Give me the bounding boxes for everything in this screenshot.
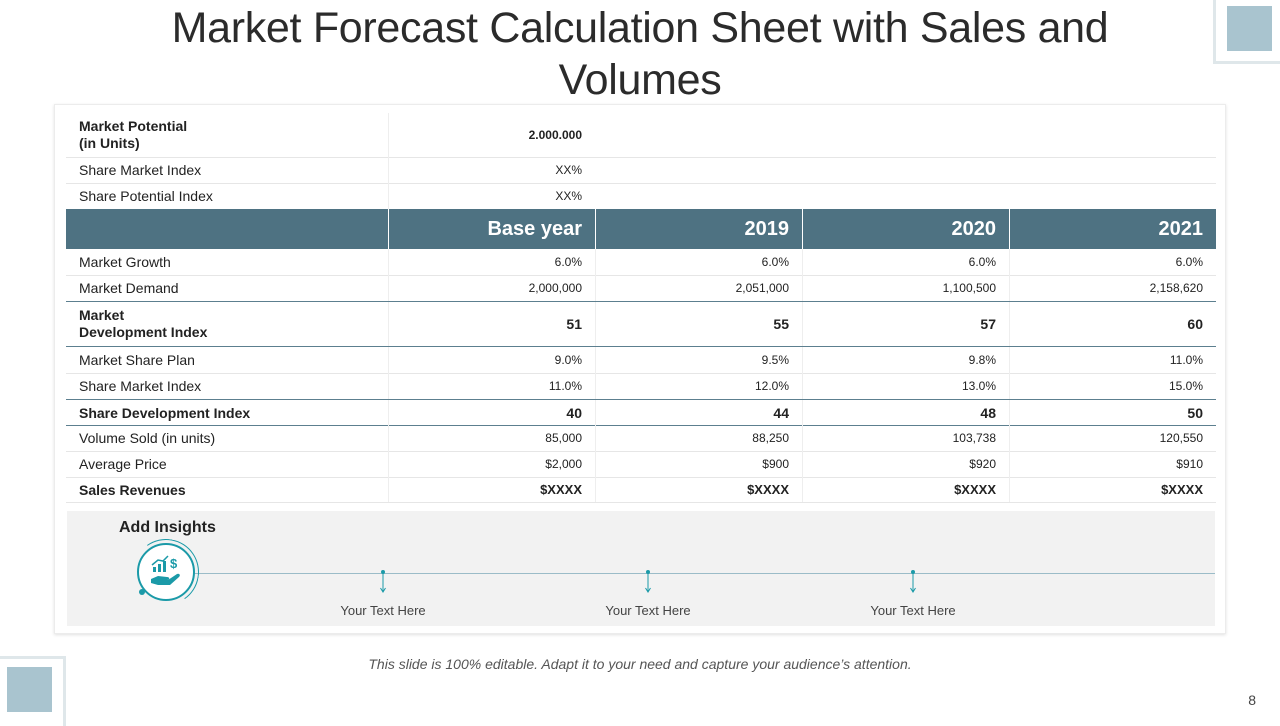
table-row: Sales Revenues $XXXX $XXXX $XXXX $XXXX [66, 477, 1216, 503]
table-cell[interactable]: 103,738 [802, 425, 1009, 451]
header-2020[interactable]: 2020 [802, 209, 1009, 249]
insight-text-1[interactable]: Your Text Here [340, 603, 426, 618]
table-row: Market Demand 2,000,000 2,051,000 1,100,… [66, 275, 1216, 302]
table-cell[interactable]: $XXXX [388, 477, 595, 502]
table-cell[interactable]: 40 [388, 400, 595, 425]
timeline-line [187, 573, 1215, 574]
corner-square-bottom-left [7, 667, 52, 712]
insight-text-3[interactable]: Your Text Here [870, 603, 956, 618]
table-cell[interactable]: 51 [388, 302, 595, 346]
table-cell[interactable]: 2,051,000 [595, 275, 802, 301]
table-cell[interactable]: 50 [1009, 400, 1216, 425]
table-cell[interactable]: 57 [802, 302, 1009, 346]
row-label[interactable]: Share Market Index [79, 378, 202, 394]
table-cell[interactable]: 2,158,620 [1009, 275, 1216, 301]
table-cell[interactable]: 85,000 [388, 425, 595, 451]
row-label[interactable]: Market Share Plan [79, 352, 195, 368]
table-row: Volume Sold (in units) 85,000 88,250 103… [66, 425, 1216, 452]
table-cell[interactable]: 1,100,500 [802, 275, 1009, 301]
table-cell[interactable]: 9.0% [388, 347, 595, 373]
table-row: Share Market Index 11.0% 12.0% 13.0% 15.… [66, 373, 1216, 400]
table-cell[interactable]: 9.8% [802, 347, 1009, 373]
table-cell[interactable]: 44 [595, 400, 802, 425]
table-cell[interactable]: 88,250 [595, 425, 802, 451]
table-row: Average Price $2,000 $900 $920 $910 [66, 451, 1216, 478]
table-cell[interactable]: $2,000 [388, 451, 595, 477]
table-cell[interactable]: 12.0% [595, 373, 802, 399]
table-row: Market Share Plan 9.0% 9.5% 9.8% 11.0% [66, 347, 1216, 374]
row-label[interactable]: Market Development Index [79, 307, 208, 340]
hand-money-growth-icon: $ [137, 543, 195, 601]
table-cell[interactable]: 6.0% [802, 249, 1009, 275]
table-cell[interactable]: 48 [802, 400, 1009, 425]
header-2019[interactable]: 2019 [595, 209, 802, 249]
table-cell[interactable]: 15.0% [1009, 373, 1216, 399]
corner-decoration-bottom-left [0, 656, 66, 726]
table-cell[interactable]: $920 [802, 451, 1009, 477]
table-cell[interactable]: 60 [1009, 302, 1216, 346]
insights-title[interactable]: Add Insights [119, 519, 216, 536]
row-label[interactable]: Share Development Index [79, 404, 251, 421]
header-2021[interactable]: 2021 [1009, 209, 1216, 249]
row-label[interactable]: Market Demand [79, 280, 179, 296]
hand-money-growth-icon-svg: $ [151, 555, 180, 585]
table-row: Share Development Index 40 44 48 50 [66, 400, 1216, 426]
row-label[interactable]: Sales Revenues [79, 481, 186, 498]
svg-text:$: $ [170, 556, 178, 571]
table-cell[interactable]: $XXXX [1009, 477, 1216, 502]
table-cell[interactable]: 11.0% [1009, 347, 1216, 373]
row-label[interactable]: Share Potential Index [79, 188, 213, 204]
share-market-index-top-row: Share Market Index XX% [66, 157, 1216, 184]
icon-arc-dot [139, 589, 145, 595]
table-cell[interactable]: $900 [595, 451, 802, 477]
header-base-year[interactable]: Base year [388, 209, 595, 249]
table-cell[interactable]: 6.0% [388, 249, 595, 275]
row-label[interactable]: Volume Sold (in units) [79, 430, 216, 446]
corner-decoration-top-right [1213, 0, 1280, 64]
insights-panel: Add Insights $ [67, 511, 1215, 626]
row-label[interactable]: Market Potential (in Units) [79, 118, 188, 151]
table-row: Market Development Index 51 55 57 60 [66, 302, 1216, 347]
row-label[interactable]: Average Price [79, 456, 167, 472]
share-potential-index-row: Share Potential Index XX% [66, 183, 1216, 209]
header-empty-cell [66, 209, 388, 249]
timeline-marker-1 [380, 570, 386, 593]
table-cell[interactable]: 9.5% [595, 347, 802, 373]
row-value[interactable]: XX% [388, 157, 595, 183]
slide-title[interactable]: Market Forecast Calculation Sheet with S… [171, 4, 1109, 104]
row-value[interactable]: 2.000.000 [388, 113, 595, 157]
table-cell[interactable]: 120,550 [1009, 425, 1216, 451]
row-label[interactable]: Share Market Index [79, 162, 202, 178]
page-number: 8 [1248, 692, 1256, 708]
table-cell[interactable]: 2,000,000 [388, 275, 595, 301]
table-cell[interactable]: $XXXX [595, 477, 802, 502]
market-potential-row: Market Potential (in Units) 2.000.000 [66, 113, 1216, 158]
table-cell[interactable]: 13.0% [802, 373, 1009, 399]
table-cell[interactable]: 55 [595, 302, 802, 346]
row-label[interactable]: Market Growth [79, 254, 171, 270]
forecast-table-card: Market Potential (in Units) 2.000.000 Sh… [54, 104, 1226, 634]
timeline-marker-3 [910, 570, 916, 593]
table-cell[interactable]: 6.0% [1009, 249, 1216, 275]
insight-text-2[interactable]: Your Text Here [605, 603, 691, 618]
table-row: Market Growth 6.0% 6.0% 6.0% 6.0% [66, 249, 1216, 276]
table-cell[interactable]: 11.0% [388, 373, 595, 399]
table-header-row: Base year 2019 2020 2021 [66, 209, 1216, 249]
timeline-marker-2 [645, 570, 651, 593]
corner-square-top-right [1227, 6, 1272, 51]
table-cell[interactable]: $910 [1009, 451, 1216, 477]
footnote[interactable]: This slide is 100% editable. Adapt it to… [368, 656, 912, 672]
table-cell[interactable]: $XXXX [802, 477, 1009, 502]
row-value[interactable]: XX% [388, 183, 595, 209]
table-cell[interactable]: 6.0% [595, 249, 802, 275]
